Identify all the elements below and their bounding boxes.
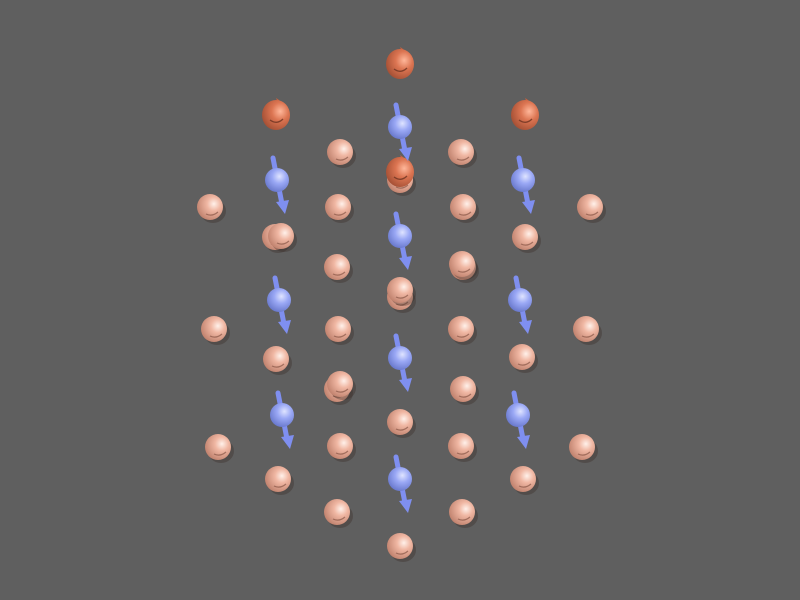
pale-atom bbox=[450, 194, 479, 223]
pale-atom bbox=[512, 224, 541, 253]
pale-atom bbox=[327, 433, 356, 462]
spin-atom-with-arrow bbox=[506, 390, 530, 449]
dark-atom bbox=[511, 98, 539, 130]
pale-atom bbox=[265, 466, 294, 495]
pale-atom bbox=[268, 223, 297, 252]
pale-atom bbox=[569, 434, 598, 463]
pale-atom bbox=[387, 409, 416, 438]
pale-atom bbox=[201, 316, 230, 345]
dark-atom bbox=[262, 98, 290, 130]
pale-atom bbox=[448, 316, 477, 345]
pale-atom bbox=[387, 533, 416, 562]
pale-atom bbox=[205, 434, 234, 463]
pale-atom bbox=[324, 254, 353, 283]
pale-atom bbox=[327, 139, 356, 168]
spin-atom-with-arrow bbox=[267, 275, 291, 334]
pale-atom bbox=[509, 344, 538, 373]
dark-atom bbox=[386, 47, 414, 79]
dark-atom bbox=[386, 155, 414, 187]
atoms-layer bbox=[197, 47, 606, 562]
pale-atom bbox=[387, 277, 416, 306]
pale-atom bbox=[197, 194, 226, 223]
pale-atom bbox=[324, 499, 353, 528]
pale-atom bbox=[448, 433, 477, 462]
pale-atom bbox=[577, 194, 606, 223]
spin-atom-with-arrow bbox=[265, 155, 289, 214]
pale-atom bbox=[573, 316, 602, 345]
pale-atom bbox=[449, 251, 478, 280]
pale-atom bbox=[325, 194, 354, 223]
pale-atom bbox=[450, 376, 479, 405]
pale-atom bbox=[263, 346, 292, 375]
pale-atom bbox=[327, 371, 356, 400]
spin-atom-with-arrow bbox=[388, 102, 412, 161]
pale-atom bbox=[448, 139, 477, 168]
spin-atom-with-arrow bbox=[270, 390, 294, 449]
pale-atom bbox=[510, 466, 539, 495]
spin-atom-with-arrow bbox=[388, 333, 412, 392]
pale-atom bbox=[449, 499, 478, 528]
spin-atom-with-arrow bbox=[508, 275, 532, 334]
pale-atom bbox=[325, 316, 354, 345]
spin-atom-with-arrow bbox=[388, 454, 412, 513]
spin-atom-with-arrow bbox=[388, 211, 412, 270]
spin-atom-with-arrow bbox=[511, 155, 535, 214]
